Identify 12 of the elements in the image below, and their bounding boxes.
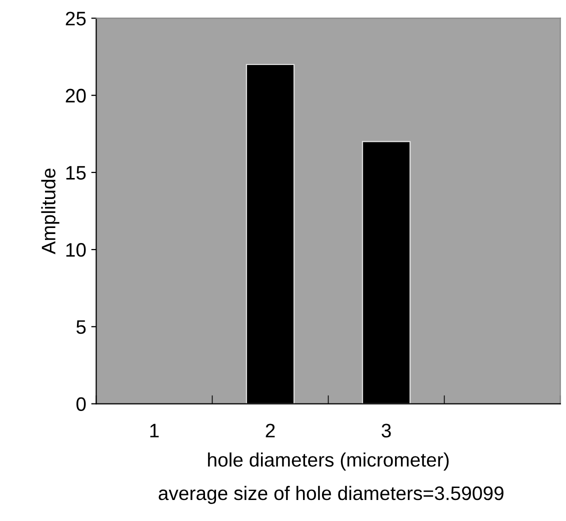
x-tick-label: 3: [382, 424, 391, 438]
x-tick-label: 2: [266, 424, 275, 438]
text: average size of hole diameters=3.59099: [158, 486, 504, 504]
x-tick-label: 1: [150, 424, 159, 438]
y-tick-label: 20: [66, 88, 86, 103]
y-tick-label: 5: [76, 320, 86, 334]
y-tick-label: 10: [66, 243, 86, 257]
x-axis-title: hole diameters (micrometer): [208, 452, 449, 471]
y-tick-label: 15: [66, 166, 86, 180]
y-axis-title: Amplitude: [41, 168, 60, 254]
y-tick-label: 0: [76, 397, 86, 412]
y-tick-label: 25: [66, 12, 86, 26]
